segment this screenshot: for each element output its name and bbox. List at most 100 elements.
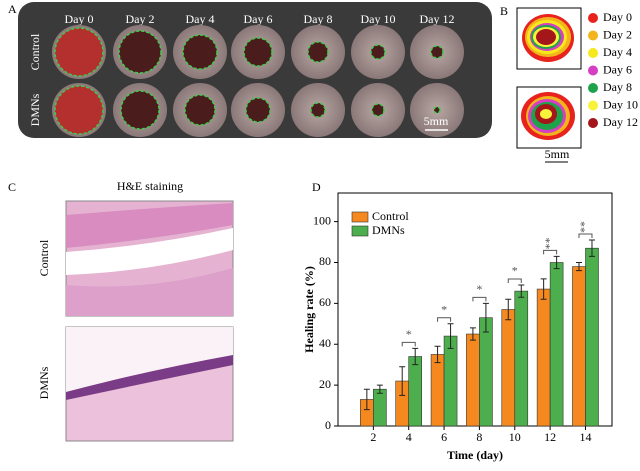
wound	[182, 34, 218, 70]
legend-label: Day 10	[603, 97, 638, 111]
error-bar	[469, 327, 476, 341]
bar	[466, 333, 480, 427]
x-tick-label: 10	[509, 430, 521, 444]
error-bar	[505, 298, 512, 321]
significance-bracket	[507, 278, 522, 283]
bar	[585, 247, 599, 427]
bar	[373, 388, 387, 427]
y-tick-label: 100	[313, 213, 331, 227]
day-label: Day 12	[420, 12, 455, 26]
legend-dot	[588, 13, 598, 23]
legend-label: Day 8	[603, 80, 632, 94]
bar	[443, 335, 458, 427]
error-bar	[363, 388, 370, 411]
row-label: DMNs	[37, 366, 51, 399]
bar	[479, 317, 493, 427]
error-bar	[588, 239, 595, 257]
legend-dot	[588, 83, 598, 93]
row-label: Control	[28, 33, 42, 70]
error-bar	[434, 345, 441, 364]
legend-dot	[588, 118, 598, 128]
y-tick-label: 40	[319, 336, 331, 350]
error-bar	[553, 255, 560, 270]
panel-label: A	[8, 2, 17, 16]
day-label: Day 6	[244, 12, 273, 26]
legend-label: Day 6	[603, 62, 632, 76]
x-tick-label: 14	[579, 430, 591, 444]
significance-bracket	[543, 249, 558, 255]
significance-bracket	[437, 317, 452, 322]
significance-label: *	[441, 303, 447, 317]
wound	[245, 97, 271, 123]
x-tick-label: 4	[406, 430, 412, 444]
wound	[243, 37, 273, 67]
legend-dot	[588, 100, 598, 111]
significance-bracket	[472, 296, 487, 302]
scale-label: 5mm	[545, 147, 570, 161]
y-tick-label: 60	[319, 295, 331, 309]
wound	[184, 94, 216, 126]
bar	[536, 288, 551, 427]
panel-label: B	[500, 4, 508, 18]
wound	[371, 103, 385, 117]
error-bar	[518, 284, 525, 298]
panel-label: C	[8, 180, 16, 194]
histology-dmns	[65, 326, 234, 442]
legend-label: DMNs	[372, 223, 405, 237]
day-label: Day 8	[304, 12, 333, 26]
y-tick-label: 20	[319, 377, 331, 391]
trace-bottom	[516, 86, 582, 149]
legend-label: Day 2	[603, 27, 632, 41]
bar	[514, 290, 529, 427]
error-bar	[412, 347, 419, 366]
legend-dot	[588, 30, 598, 41]
day-label: Day 4	[186, 12, 215, 26]
legend-label: Control	[372, 209, 409, 223]
x-tick-label: 8	[476, 430, 482, 444]
x-tick-label: 2	[370, 430, 376, 444]
error-bar	[540, 278, 547, 300]
wound	[307, 41, 329, 63]
panel-title: H&E staining	[117, 179, 183, 193]
x-tick-label: 12	[544, 430, 556, 444]
wound	[120, 90, 160, 130]
significance-label: *	[512, 264, 518, 278]
significance-label: *	[406, 327, 412, 341]
error-bar	[447, 323, 454, 349]
legend-label: Day 4	[603, 45, 632, 59]
significance-label: **	[542, 237, 556, 249]
y-axis-label: Healing rate (%)	[302, 266, 316, 353]
panel-label: D	[312, 180, 321, 194]
wound	[370, 44, 386, 60]
bar	[408, 356, 423, 427]
significance-bracket	[578, 233, 593, 239]
error-bar	[575, 261, 582, 272]
histology-control	[65, 200, 234, 317]
bar	[549, 262, 564, 427]
row-label: DMNs	[28, 93, 42, 126]
x-axis-label: Time (day)	[447, 448, 503, 462]
day-label: Day 10	[361, 12, 396, 26]
significance-bracket	[401, 341, 416, 347]
bar	[430, 354, 445, 427]
error-bar	[399, 366, 406, 396]
wound	[430, 45, 444, 59]
wound	[54, 27, 104, 77]
legend-dot	[588, 48, 598, 58]
day-label: Day 0	[65, 12, 94, 26]
day-label: Day 2	[126, 12, 155, 26]
scale-label: 5mm	[424, 114, 449, 128]
significance-label: **	[577, 221, 591, 233]
legend-swatch	[351, 225, 369, 237]
legend-swatch	[351, 211, 369, 223]
error-bar	[482, 302, 489, 333]
y-tick-label: 0	[325, 418, 331, 432]
y-tick-label: 80	[319, 254, 331, 268]
row-label: Control	[37, 239, 51, 276]
x-tick-label: 6	[441, 430, 447, 444]
legend-dot	[588, 65, 598, 76]
bar	[572, 266, 586, 427]
error-bar	[376, 384, 383, 394]
wound	[54, 85, 104, 135]
